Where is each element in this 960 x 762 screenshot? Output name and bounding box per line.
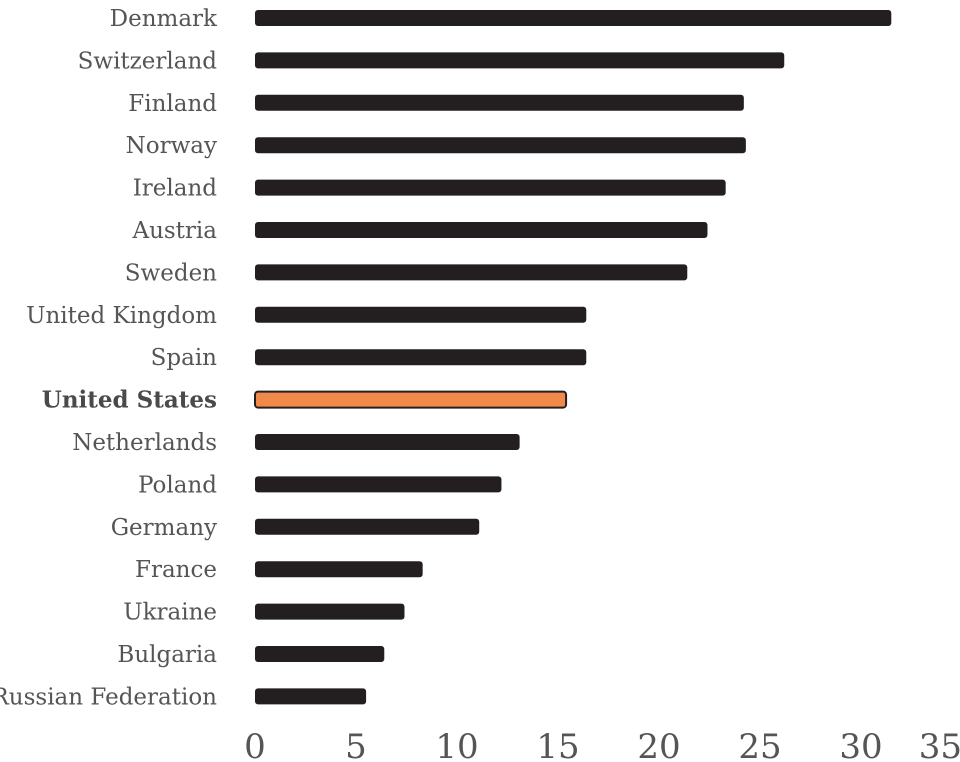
x-tick-label-30: 30 [839, 727, 882, 762]
bar-ukraine [255, 603, 405, 620]
category-label-ukraine: Ukraine [123, 600, 217, 626]
x-axis-ticks-group: 0 5 10 15 20 25 30 35 [244, 727, 960, 762]
bar-norway [255, 137, 746, 154]
x-tick-label-5: 5 [345, 727, 367, 762]
bar-ireland [255, 179, 726, 196]
category-label-united-states: United States [42, 387, 217, 414]
x-tick-label-0: 0 [244, 727, 266, 762]
bar-denmark [255, 10, 892, 26]
category-label-france: France [135, 557, 217, 583]
category-label-austria: Austria [131, 218, 217, 244]
category-label-united-kingdom: United Kingdom [26, 303, 217, 329]
category-label-norway: Norway [126, 133, 217, 159]
bar-bulgaria [255, 646, 385, 662]
bar-austria [255, 222, 708, 238]
x-tick-label-35: 35 [919, 727, 960, 762]
bar-spain [255, 349, 587, 366]
x-tick-label-20: 20 [637, 727, 680, 762]
category-label-sweden: Sweden [125, 260, 217, 286]
category-label-finland: Finland [128, 91, 217, 117]
bar-switzerland [255, 52, 785, 69]
category-label-switzerland: Switzerland [78, 48, 218, 74]
category-label-russian-federation: Russian Federation [0, 684, 217, 710]
category-label-bulgaria: Bulgaria [117, 642, 217, 668]
bar-france [255, 561, 423, 578]
x-tick-label-25: 25 [738, 727, 781, 762]
bar-finland [255, 94, 744, 111]
category-label-germany: Germany [111, 515, 217, 541]
category-label-denmark: Denmark [110, 6, 218, 32]
x-tick-label-15: 15 [536, 727, 579, 762]
bar-united-states [254, 390, 568, 409]
category-label-spain: Spain [151, 345, 218, 371]
bar-germany [255, 518, 480, 535]
bar-netherlands [255, 434, 520, 450]
bar-russian-federation [255, 688, 367, 705]
bar-poland [255, 476, 502, 493]
category-label-ireland: Ireland [133, 176, 218, 202]
bars-group [254, 10, 892, 705]
category-label-poland: Poland [138, 472, 217, 498]
bar-sweden [255, 264, 688, 281]
category-label-netherlands: Netherlands [72, 430, 217, 456]
category-labels-group: Denmark Switzerland Finland Norway Ireland Au… [0, 6, 218, 710]
bar-united-kingdom [255, 306, 587, 323]
x-tick-label-10: 10 [435, 727, 478, 762]
